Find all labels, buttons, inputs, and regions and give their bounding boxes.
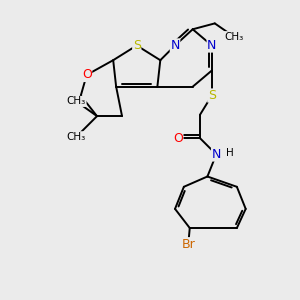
Text: O: O: [173, 132, 183, 145]
Text: O: O: [82, 68, 92, 81]
Text: S: S: [133, 39, 141, 52]
Text: H: H: [226, 148, 233, 158]
Text: CH₃: CH₃: [67, 132, 86, 142]
Text: S: S: [208, 89, 216, 102]
Text: N: N: [170, 39, 180, 52]
Text: CH₃: CH₃: [67, 96, 86, 106]
Text: N: N: [207, 39, 217, 52]
Text: CH₃: CH₃: [224, 32, 244, 42]
Text: N: N: [212, 148, 221, 161]
Text: Br: Br: [182, 238, 195, 251]
